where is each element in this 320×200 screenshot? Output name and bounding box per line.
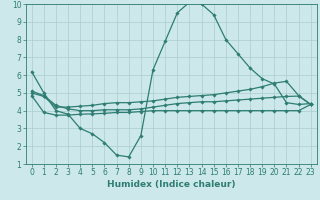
X-axis label: Humidex (Indice chaleur): Humidex (Indice chaleur) (107, 180, 236, 189)
